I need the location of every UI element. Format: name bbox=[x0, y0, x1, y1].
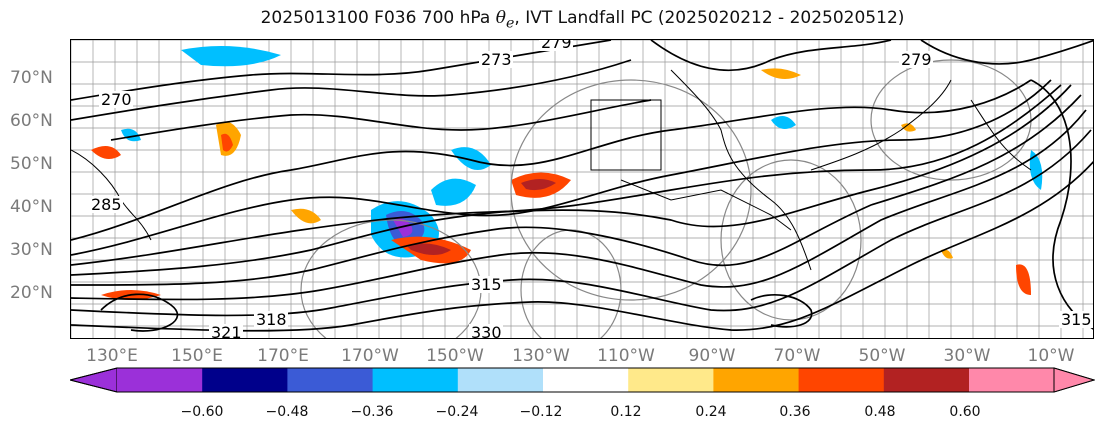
lat-label: 60°N bbox=[10, 111, 53, 131]
lon-label: 150°W bbox=[426, 346, 484, 366]
lon-label: 10°W bbox=[1027, 346, 1075, 366]
colorbar-segment bbox=[372, 368, 459, 392]
lon-label: 110°W bbox=[597, 346, 655, 366]
contour-label: 321 bbox=[211, 323, 242, 339]
lon-label: 130°W bbox=[512, 346, 570, 366]
colorbar-under-triangle bbox=[70, 367, 118, 393]
contour-label: 330 bbox=[471, 323, 502, 339]
colorbar-segment bbox=[202, 368, 288, 392]
colorbar-tick-label: 0.60 bbox=[949, 404, 981, 420]
gray-contours bbox=[300, 59, 1032, 338]
lon-label: 30°W bbox=[943, 346, 991, 366]
map-panel: 270 273 279 279 285 315 318 321 330 315 bbox=[70, 39, 1094, 339]
colorbar-segment bbox=[117, 368, 203, 392]
colorbar-tick-label: 0.24 bbox=[695, 404, 727, 420]
contour-label: 285 bbox=[91, 195, 122, 214]
colorbar-segment bbox=[798, 368, 885, 392]
colorbar-over-triangle bbox=[1053, 367, 1095, 393]
contour-labels: 270 273 279 279 285 315 318 321 330 315 bbox=[89, 40, 1093, 339]
colorbar-tick-label: −0.48 bbox=[265, 404, 309, 420]
coastlines bbox=[71, 69, 1032, 271]
lon-label: 150°E bbox=[171, 346, 223, 366]
contour-label: 315 bbox=[471, 275, 502, 294]
lon-label: 50°W bbox=[858, 346, 906, 366]
lat-label: 20°N bbox=[10, 283, 53, 303]
colorbar-tick-label: −0.24 bbox=[435, 404, 479, 420]
contour-label: 270 bbox=[101, 90, 132, 109]
map-title: 2025013100 F036 700 hPa θe, IVT Landfall… bbox=[260, 8, 905, 32]
lon-label: 130°E bbox=[86, 346, 138, 366]
lat-label: 30°N bbox=[10, 240, 53, 260]
colorbar bbox=[70, 367, 1095, 393]
lat-label: 50°N bbox=[10, 154, 53, 174]
lat-label: 40°N bbox=[10, 197, 53, 217]
contour-label: 318 bbox=[256, 310, 287, 329]
colorbar-tick-label: −0.60 bbox=[180, 404, 224, 420]
contour-label: 273 bbox=[481, 50, 512, 69]
colorbar-segment bbox=[969, 368, 1055, 392]
colorbar-segment bbox=[457, 368, 544, 392]
colorbar-segment bbox=[543, 368, 629, 392]
colorbar-tick-label: 0.12 bbox=[610, 404, 642, 420]
colorbar-tick-label: 0.36 bbox=[779, 404, 811, 420]
contour-label: 315 bbox=[1061, 310, 1092, 329]
lon-label: 170°E bbox=[257, 346, 309, 366]
contour-label: 279 bbox=[541, 40, 572, 52]
colorbar-segment bbox=[713, 368, 800, 392]
lon-label: 170°W bbox=[341, 346, 399, 366]
lat-lon-grid bbox=[71, 40, 1093, 338]
colorbar-segment bbox=[628, 368, 714, 392]
theta-e-contours bbox=[71, 40, 1093, 332]
contour-label: 279 bbox=[901, 50, 932, 69]
lat-label: 70°N bbox=[10, 68, 53, 88]
colorbar-tick-label: 0.48 bbox=[864, 404, 896, 420]
colorbar-tick-label: −0.36 bbox=[350, 404, 394, 420]
lon-label: 70°W bbox=[773, 346, 821, 366]
lon-label: 90°W bbox=[688, 346, 736, 366]
colorbar-segment bbox=[287, 368, 374, 392]
colorbar-segment bbox=[883, 368, 970, 392]
colorbar-tick-label: −0.12 bbox=[519, 404, 563, 420]
